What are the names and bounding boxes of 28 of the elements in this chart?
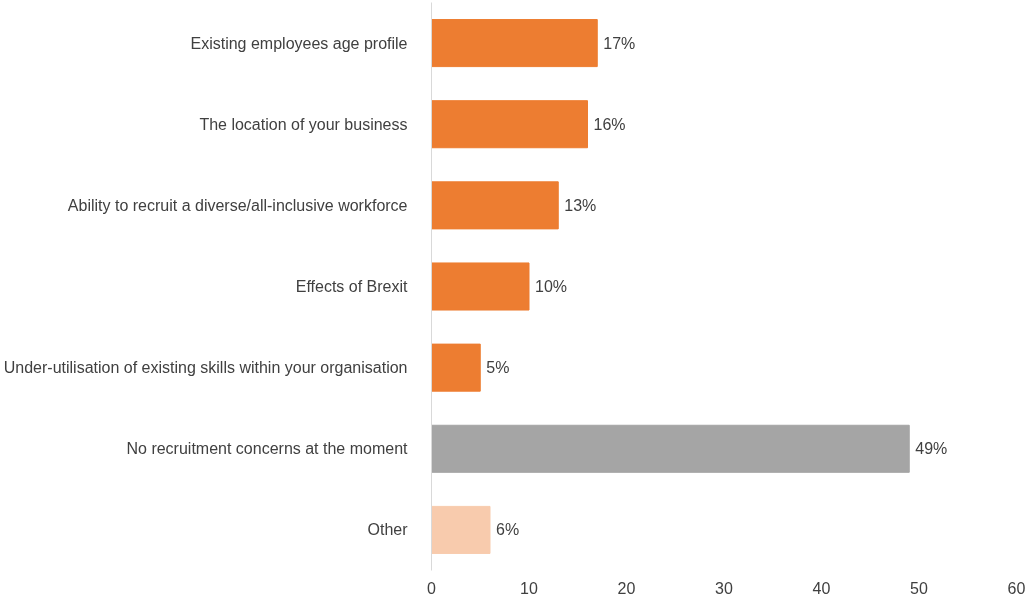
data-label: 16% xyxy=(593,115,626,133)
y-tick-label: Ability to recruit a diverse/all-inclusive workforce xyxy=(67,196,408,214)
y-tick-label: Existing employees age profile xyxy=(190,34,408,52)
data-label: 17% xyxy=(603,34,636,52)
x-tick-label: 50 xyxy=(910,579,928,596)
y-tick-label: Effects of Brexit xyxy=(295,278,409,295)
y-tick-label: No recruitment concerns at the moment xyxy=(126,440,409,458)
x-tick-label: 30 xyxy=(715,579,733,596)
bar xyxy=(431,343,481,392)
bar xyxy=(431,505,491,554)
data-label: 13% xyxy=(564,196,597,214)
x-tick-label: 60 xyxy=(1007,579,1026,596)
data-label: 6% xyxy=(496,521,520,539)
x-tick-label: 10 xyxy=(520,579,538,596)
bar xyxy=(431,181,559,230)
bar xyxy=(431,424,910,473)
bar xyxy=(431,100,588,149)
data-label: 10% xyxy=(535,278,568,295)
data-label: 49% xyxy=(915,440,948,458)
y-tick-label: The location of your business xyxy=(199,115,408,133)
x-tick-label: 20 xyxy=(617,579,636,596)
bar xyxy=(431,262,530,311)
data-label: 5% xyxy=(486,359,510,377)
x-tick-label: 40 xyxy=(812,579,831,596)
y-tick-label: Under-utilisation of existing skills within your organisation xyxy=(3,359,408,377)
bar xyxy=(431,19,598,68)
x-tick-label: 0 xyxy=(427,579,437,596)
y-tick-label: Other xyxy=(367,521,409,539)
